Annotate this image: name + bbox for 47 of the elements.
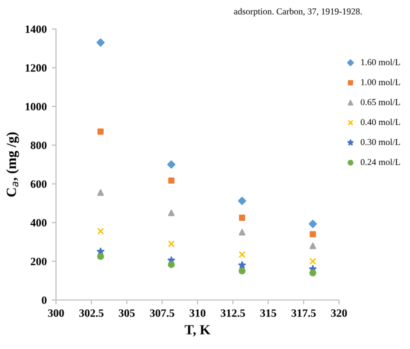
x-tick-label: 315 — [260, 309, 276, 317]
x-tick-label: 312.5 — [220, 309, 245, 317]
point — [96, 38, 105, 47]
point — [310, 242, 316, 250]
point — [309, 258, 316, 265]
y-tick-label: 1000 — [26, 102, 47, 110]
legend-label: 1.00 mol/L — [361, 78, 400, 86]
y-tick-label: 1200 — [26, 64, 47, 72]
x-tick-label: 310 — [190, 309, 206, 317]
point — [168, 177, 174, 184]
point — [238, 267, 246, 274]
point — [168, 210, 175, 216]
point — [167, 160, 176, 169]
legend-label: 0.40 mol/L — [360, 118, 400, 126]
x-tick-label: 302.5 — [79, 309, 104, 317]
x-tick-label: 307.5 — [150, 309, 174, 317]
point — [238, 261, 246, 268]
point — [97, 189, 104, 196]
legend-label: 0.65 mol/L — [360, 98, 400, 106]
y-tick-label: 400 — [30, 219, 47, 227]
legend-label: 0.24 mol/L — [360, 158, 400, 166]
x-tick-label: 305 — [118, 309, 135, 317]
legend-label: 0.30 mol/L — [360, 138, 400, 146]
point — [238, 251, 246, 258]
point — [238, 228, 246, 236]
point — [310, 231, 316, 238]
point — [97, 252, 104, 260]
y-tick-label: 0 — [42, 296, 47, 304]
x-tick-label: 300 — [48, 309, 64, 317]
x-tick-label: 317.5 — [292, 309, 316, 317]
y-tick-label: 200 — [30, 258, 47, 266]
y-tick-label: 600 — [30, 180, 47, 188]
y-tick-label: 800 — [30, 142, 47, 150]
point — [97, 128, 104, 135]
point — [238, 196, 246, 205]
point — [309, 269, 316, 276]
point — [168, 261, 175, 268]
x-axis-title: T, K — [184, 325, 210, 336]
y-axis-title: C$_{a}$, (mg /g) — [6, 132, 19, 197]
x-tick-label: 320 — [331, 309, 347, 317]
point — [168, 240, 175, 248]
point — [97, 228, 104, 235]
point — [238, 214, 246, 221]
text: adsorption. Carbon, 37, 1919-1928. — [234, 8, 362, 16]
y-tick-label: 1400 — [26, 25, 47, 33]
legend-label: 1.60 mol/L — [361, 58, 400, 66]
point — [308, 220, 317, 228]
